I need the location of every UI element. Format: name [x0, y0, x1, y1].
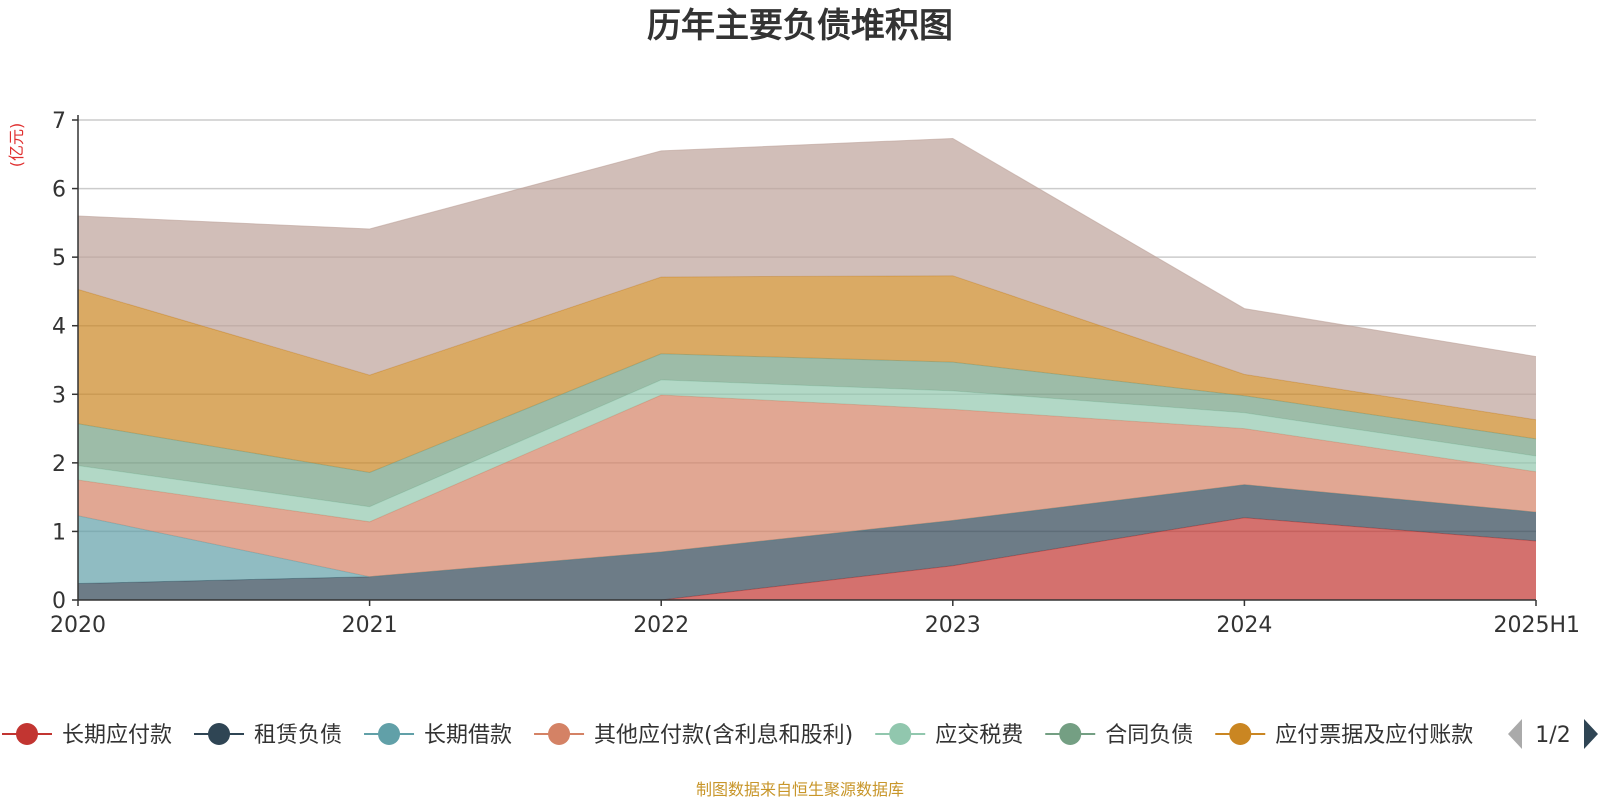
legend-item[interactable]: 长期借款 [364, 723, 512, 748]
y-tick-label: 3 [52, 383, 66, 408]
legend-label: 租赁负债 [254, 723, 342, 748]
x-tick-labels: 2020 2021 2022 2023 2024 2025H1 [50, 613, 1580, 638]
x-tick-label: 2022 [633, 613, 689, 638]
y-tick-label: 2 [52, 452, 66, 477]
y-tick-label: 6 [52, 178, 66, 203]
legend-marker [1059, 723, 1082, 745]
area-8 [78, 138, 1536, 420]
legend: 长期应付款 租赁负债 长期借款 其他应付款(含利息和股利) 应交税费 合同负债 应付票据及应… [2, 723, 1473, 748]
legend-item[interactable]: 应付票据及应付账款 [1215, 723, 1473, 748]
legend-label: 长期借款 [424, 723, 512, 748]
area-5 [78, 379, 1536, 522]
y-axis-unit: (亿元) [7, 123, 26, 168]
x-tick-label: 2020 [50, 613, 106, 638]
legend-page-indicator: 1/2 [1535, 723, 1570, 748]
y-tick-label: 1 [52, 520, 66, 545]
x-tick-label: 2025H1 [1493, 613, 1580, 638]
legend-next-icon[interactable] [1584, 719, 1598, 749]
legend-item[interactable]: 长期应付款 [2, 723, 172, 748]
legend-marker [208, 723, 231, 745]
legend-label: 应交税费 [935, 723, 1023, 748]
axes [72, 115, 1537, 606]
x-tick-label: 2023 [925, 613, 981, 638]
area-6 [78, 353, 1536, 507]
legend-label: 应付票据及应付账款 [1275, 723, 1473, 748]
area-1 [78, 517, 1536, 600]
area-2 [78, 484, 1536, 600]
area-series [77, 137, 1537, 601]
legend-item[interactable]: 合同负债 [1045, 723, 1193, 748]
area-4 [78, 395, 1536, 577]
legend-marker [378, 723, 401, 745]
legend-item[interactable]: 应交税费 [875, 723, 1023, 748]
y-tick-label: 5 [52, 246, 66, 271]
legend-pager: 1/2 [1508, 719, 1598, 749]
y-tick-labels: 0 1 2 3 4 5 6 7 [52, 109, 66, 614]
legend-marker [889, 723, 912, 745]
legend-prev-icon[interactable] [1508, 719, 1522, 749]
legend-marker [1229, 723, 1252, 745]
chart-title: 历年主要负债堆积图 [647, 6, 953, 46]
y-tick-label: 0 [52, 589, 66, 614]
area-line-8 [77, 137, 1537, 358]
legend-label: 合同负债 [1105, 723, 1193, 748]
area-3 [78, 484, 1536, 584]
legend-label: 其他应付款(含利息和股利) [594, 723, 853, 748]
y-tick-label: 7 [52, 109, 66, 134]
x-tick-label: 2024 [1216, 613, 1272, 638]
x-tick-label: 2021 [342, 613, 398, 638]
y-tick-label: 4 [52, 315, 66, 340]
legend-marker [548, 723, 571, 745]
legend-items: 长期应付款 租赁负债 长期借款 其他应付款(含利息和股利) 应交税费 合同负债 应付票据及应… [2, 723, 1473, 748]
source-note: 制图数据来自恒生聚源数据库 [696, 780, 904, 799]
legend-marker [16, 723, 38, 745]
area-7 [78, 275, 1536, 473]
legend-item[interactable]: 其他应付款(含利息和股利) [534, 723, 853, 748]
legend-item[interactable]: 租赁负债 [194, 723, 342, 748]
legend-label: 长期应付款 [62, 723, 172, 748]
